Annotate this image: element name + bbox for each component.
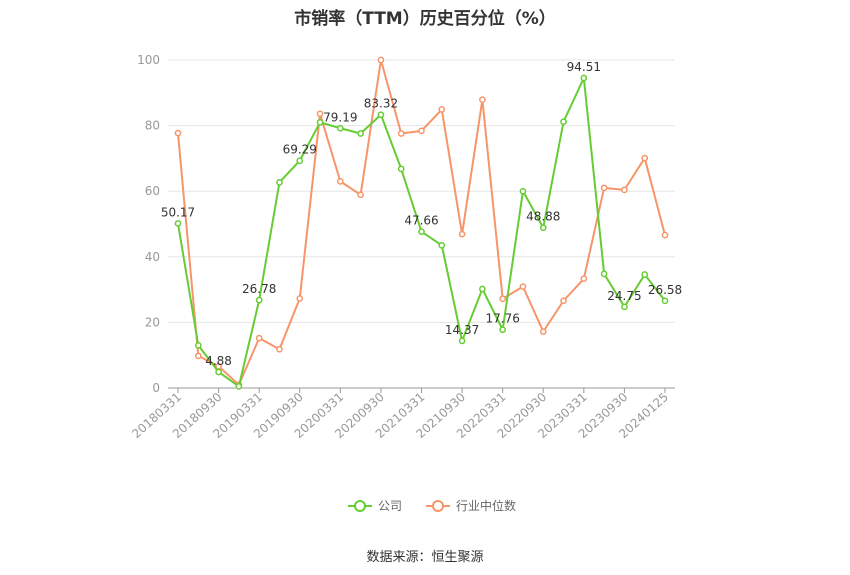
data-point bbox=[499, 295, 507, 303]
legend-label: 行业中位数 bbox=[456, 498, 516, 513]
data-point bbox=[357, 130, 364, 137]
data-point bbox=[479, 96, 486, 104]
data-point bbox=[641, 154, 649, 162]
data-point bbox=[600, 270, 608, 278]
legend-label: 公司 bbox=[378, 499, 402, 513]
data-point bbox=[661, 297, 669, 305]
data-point bbox=[377, 56, 385, 64]
data-label: 14.37 bbox=[445, 323, 479, 337]
data-point bbox=[458, 337, 466, 345]
data-point bbox=[580, 275, 588, 283]
data-point bbox=[357, 191, 364, 199]
data-label: 26.58 bbox=[648, 283, 682, 297]
data-point bbox=[194, 352, 202, 360]
data-point bbox=[418, 228, 425, 236]
data-point bbox=[600, 184, 608, 192]
data-label: 83.32 bbox=[364, 97, 398, 111]
data-point bbox=[235, 383, 243, 390]
y-tick-label: 100 bbox=[137, 53, 160, 67]
data-point bbox=[397, 130, 405, 137]
data-label: 48.88 bbox=[526, 210, 560, 224]
data-point bbox=[438, 106, 446, 113]
data-point bbox=[255, 296, 263, 304]
data-point bbox=[458, 230, 466, 238]
data-label: 94.51 bbox=[567, 60, 601, 74]
data-point bbox=[438, 241, 446, 249]
data-point bbox=[336, 178, 344, 185]
data-point bbox=[539, 328, 547, 335]
data-point bbox=[641, 271, 649, 278]
data-source: 数据来源：恒生聚源 bbox=[366, 550, 484, 565]
y-tick-label: 80 bbox=[145, 119, 160, 133]
data-point bbox=[418, 127, 425, 135]
data-point bbox=[519, 283, 527, 290]
y-tick-label: 20 bbox=[145, 315, 160, 329]
data-point bbox=[316, 118, 324, 126]
data-point bbox=[316, 110, 324, 118]
data-point bbox=[397, 165, 405, 173]
data-point bbox=[499, 326, 507, 334]
data-label: 69.29 bbox=[283, 143, 317, 157]
data-point bbox=[215, 368, 222, 376]
chart-title: 市销率（TTM）历史百分位（%） bbox=[294, 9, 556, 29]
data-label: 26.78 bbox=[242, 282, 276, 296]
data-point bbox=[621, 186, 628, 194]
data-point bbox=[580, 74, 588, 82]
data-label: 24.75 bbox=[607, 289, 641, 303]
data-point bbox=[336, 124, 344, 132]
data-point bbox=[174, 129, 182, 137]
y-tick-label: 40 bbox=[145, 250, 160, 264]
line-chart: 0204060801002018033120180930201903312019… bbox=[129, 53, 682, 513]
y-tick-label: 0 bbox=[152, 381, 160, 395]
data-point bbox=[174, 220, 182, 227]
data-point bbox=[621, 303, 628, 311]
data-point bbox=[276, 178, 283, 186]
data-label: 79.19 bbox=[323, 110, 357, 124]
data-point bbox=[296, 295, 304, 302]
data-point bbox=[276, 345, 283, 353]
data-label: 47.66 bbox=[404, 214, 438, 228]
legend-marker bbox=[354, 500, 366, 512]
data-point bbox=[539, 224, 547, 232]
data-point bbox=[255, 334, 263, 342]
data-point bbox=[519, 187, 527, 195]
data-point bbox=[479, 285, 486, 293]
data-point bbox=[377, 111, 385, 119]
data-point bbox=[560, 297, 567, 305]
data-label: 17.76 bbox=[485, 312, 519, 326]
data-point bbox=[194, 342, 202, 349]
data-point bbox=[296, 157, 304, 165]
data-label: 4.88 bbox=[205, 354, 232, 368]
legend-marker bbox=[432, 500, 444, 512]
data-point bbox=[560, 118, 567, 126]
data-label: 50.17 bbox=[161, 205, 195, 219]
data-point bbox=[661, 231, 669, 239]
y-tick-label: 60 bbox=[145, 184, 160, 198]
